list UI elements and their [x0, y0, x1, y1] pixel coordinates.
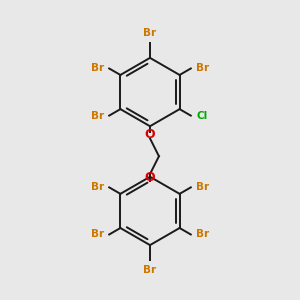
- Text: Br: Br: [91, 182, 104, 192]
- Text: Cl: Cl: [196, 111, 207, 121]
- Text: Br: Br: [143, 28, 157, 38]
- Text: Br: Br: [91, 111, 104, 121]
- Text: O: O: [145, 171, 155, 184]
- Text: Br: Br: [196, 182, 209, 192]
- Text: Br: Br: [196, 230, 209, 239]
- Text: Br: Br: [143, 265, 157, 275]
- Text: Br: Br: [196, 64, 209, 74]
- Text: Br: Br: [91, 64, 104, 74]
- Text: Br: Br: [91, 230, 104, 239]
- Text: O: O: [145, 128, 155, 141]
